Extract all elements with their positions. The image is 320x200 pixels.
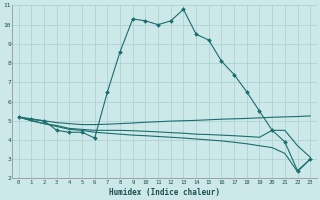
X-axis label: Humidex (Indice chaleur): Humidex (Indice chaleur) <box>109 188 220 197</box>
